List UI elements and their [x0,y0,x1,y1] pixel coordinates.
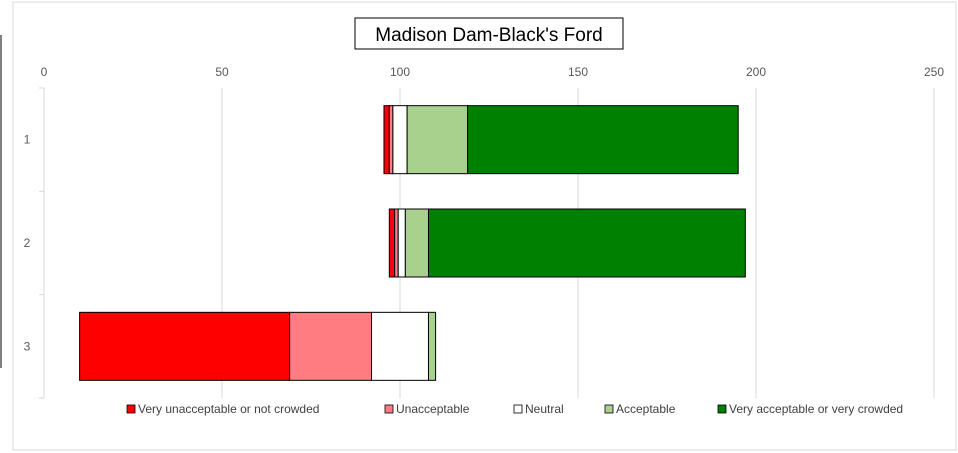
bars [79,105,746,381]
x-tick-label: 100 [390,65,410,79]
bar-segment [79,311,291,381]
x-tick-label: 0 [41,65,48,79]
bar-segment [289,311,373,381]
legend-swatch [604,404,614,414]
chart-title-box: Madison Dam-Black's Ford [354,17,624,50]
bar-segment [404,208,429,278]
x-tick-label: 250 [924,65,944,79]
bar-segment [406,105,469,175]
y-axis-ticks: 1 2 3 [24,133,31,354]
x-axis-ticks: 0 50 100 150 200 250 [41,65,945,79]
bar-segment [427,208,746,278]
bar-segment [392,105,408,175]
legend-swatch [513,404,523,414]
legend-label: Neutral [525,402,564,416]
y-tick-label: 3 [24,339,31,353]
x-tick-label: 200 [746,65,766,79]
chart-title-frame [354,17,624,50]
bar-segment [388,105,394,175]
bar-segment [467,105,739,175]
x-tick-label: 50 [215,65,229,79]
y-tick-label: 2 [24,236,31,250]
chart-title: Madison Dam-Black's Ford [375,25,602,46]
bar-segment [383,105,390,175]
legend-swatch [384,404,394,414]
legend-label: Very acceptable or very crowded [729,402,903,416]
bar-segment [371,311,429,381]
bar-segment [427,311,437,381]
legend: Very unacceptable or not crowded Unaccept… [126,402,903,416]
legend-swatch [717,404,727,414]
bar-segment [394,208,399,278]
bar-segment [388,208,396,278]
legend-swatch [126,404,136,414]
x-tick-label: 150 [568,65,588,79]
legend-label: Very unacceptable or not crowded [138,402,319,416]
y-tick-label: 1 [24,133,31,147]
bar-segment [397,208,406,278]
legend-label: Acceptable [616,402,676,416]
legend-label: Unacceptable [396,402,470,416]
